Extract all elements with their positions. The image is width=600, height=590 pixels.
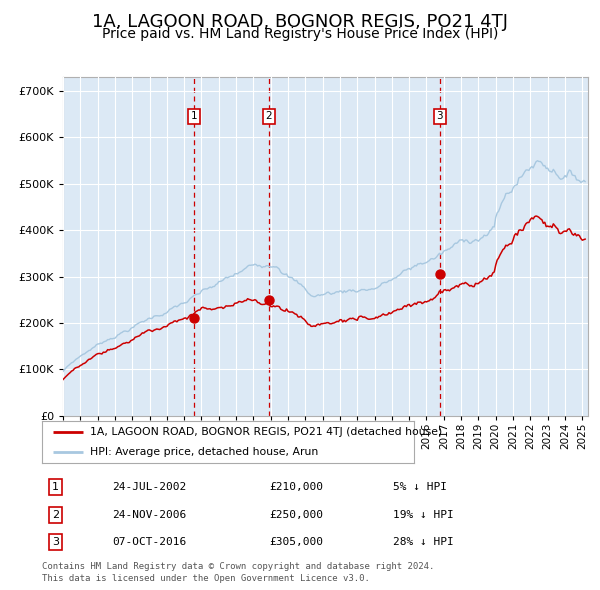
Text: 28% ↓ HPI: 28% ↓ HPI xyxy=(393,537,454,547)
Text: HPI: Average price, detached house, Arun: HPI: Average price, detached house, Arun xyxy=(91,447,319,457)
Text: 1: 1 xyxy=(52,483,59,492)
Text: 3: 3 xyxy=(52,537,59,547)
Text: 1: 1 xyxy=(191,111,197,121)
Text: Contains HM Land Registry data © Crown copyright and database right 2024.
This d: Contains HM Land Registry data © Crown c… xyxy=(42,562,434,583)
Text: 3: 3 xyxy=(436,111,443,121)
Text: Price paid vs. HM Land Registry's House Price Index (HPI): Price paid vs. HM Land Registry's House … xyxy=(102,27,498,41)
Text: 1A, LAGOON ROAD, BOGNOR REGIS, PO21 4TJ: 1A, LAGOON ROAD, BOGNOR REGIS, PO21 4TJ xyxy=(92,13,508,31)
Text: £305,000: £305,000 xyxy=(269,537,323,547)
Text: 07-OCT-2016: 07-OCT-2016 xyxy=(112,537,187,547)
Text: 24-NOV-2006: 24-NOV-2006 xyxy=(112,510,187,520)
Text: 19% ↓ HPI: 19% ↓ HPI xyxy=(393,510,454,520)
Text: £250,000: £250,000 xyxy=(269,510,323,520)
Text: 5% ↓ HPI: 5% ↓ HPI xyxy=(393,483,447,492)
Text: 2: 2 xyxy=(52,510,59,520)
Text: 2: 2 xyxy=(266,111,272,121)
Text: 1A, LAGOON ROAD, BOGNOR REGIS, PO21 4TJ (detached house): 1A, LAGOON ROAD, BOGNOR REGIS, PO21 4TJ … xyxy=(91,427,443,437)
Text: 24-JUL-2002: 24-JUL-2002 xyxy=(112,483,187,492)
Text: £210,000: £210,000 xyxy=(269,483,323,492)
